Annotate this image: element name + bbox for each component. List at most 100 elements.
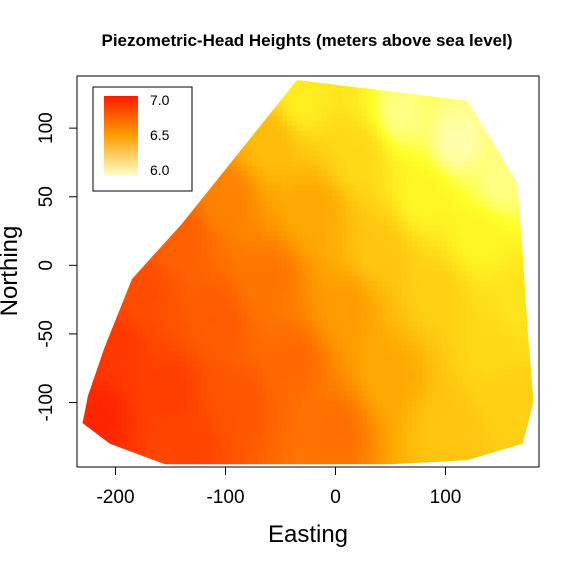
heatmap-cell xyxy=(362,106,368,112)
heatmap-cell xyxy=(427,176,433,182)
heatmap-cell xyxy=(252,171,258,177)
heatmap-cell xyxy=(362,216,368,222)
heatmap-cell xyxy=(502,80,508,82)
heatmap-cell xyxy=(217,261,223,267)
heatmap-cell xyxy=(322,331,328,337)
heatmap-cell xyxy=(507,151,513,157)
heatmap-cell xyxy=(322,111,328,117)
heatmap-cell xyxy=(257,151,263,157)
heatmap-cell xyxy=(282,256,288,262)
heatmap-cell xyxy=(477,246,483,252)
heatmap-cell xyxy=(172,206,178,212)
heatmap-cell xyxy=(512,331,518,337)
heatmap-cell xyxy=(197,316,203,322)
heatmap-cell xyxy=(327,296,333,302)
heatmap-cell xyxy=(412,311,418,317)
heatmap-cell xyxy=(167,341,173,347)
heatmap-cell xyxy=(142,316,148,322)
heatmap-cell xyxy=(217,86,223,92)
heatmap-cell xyxy=(202,136,208,142)
heatmap-cell xyxy=(267,221,273,227)
heatmap-cell xyxy=(362,311,368,317)
heatmap-cell xyxy=(457,266,463,272)
heatmap-cell xyxy=(112,321,118,327)
heatmap-cell xyxy=(472,291,478,297)
heatmap-cell xyxy=(292,131,298,137)
heatmap-cell xyxy=(192,86,198,92)
heatmap-cell xyxy=(172,296,178,302)
heatmap-cell xyxy=(377,121,383,127)
heatmap-cell xyxy=(167,261,173,267)
heatmap-cell xyxy=(192,256,198,262)
heatmap-cell xyxy=(437,191,443,197)
heatmap-cell xyxy=(462,266,468,272)
heatmap-cell xyxy=(492,251,498,257)
heatmap-cell xyxy=(427,106,433,112)
heatmap-cell xyxy=(252,80,258,82)
heatmap-cell xyxy=(452,96,458,102)
heatmap-cell xyxy=(187,321,193,327)
heatmap-cell xyxy=(337,341,343,347)
heatmap-cell xyxy=(532,226,534,232)
heatmap-cell xyxy=(277,211,283,217)
heatmap-cell xyxy=(472,81,478,87)
heatmap-cell xyxy=(367,281,373,287)
heatmap-cell xyxy=(307,266,313,272)
heatmap-cell xyxy=(227,86,233,92)
heatmap-cell xyxy=(417,311,423,317)
heatmap-cell xyxy=(132,321,138,327)
heatmap-cell xyxy=(537,181,543,187)
heatmap-cell xyxy=(472,251,478,257)
heatmap-cell xyxy=(522,171,528,177)
heatmap-cell xyxy=(492,241,498,247)
heatmap-cell xyxy=(367,341,373,347)
heatmap-cell xyxy=(472,106,478,112)
heatmap-cell xyxy=(117,246,123,252)
heatmap-cell xyxy=(82,136,83,142)
heatmap-cell xyxy=(147,226,153,232)
heatmap-cell xyxy=(477,131,483,137)
heatmap-cell xyxy=(362,171,368,177)
heatmap-cell xyxy=(497,236,503,242)
heatmap-cell xyxy=(377,241,383,247)
heatmap-cell xyxy=(177,291,183,297)
heatmap-cell xyxy=(282,176,288,182)
heatmap-cell xyxy=(162,206,168,212)
heatmap-cell xyxy=(257,336,263,342)
heatmap-cell xyxy=(342,301,348,307)
heatmap-cell xyxy=(322,261,328,267)
heatmap-cell xyxy=(467,176,473,182)
heatmap-cell xyxy=(202,246,208,252)
heatmap-cell xyxy=(162,286,168,292)
heatmap-cell xyxy=(207,171,213,177)
heatmap-cell xyxy=(447,311,453,317)
heatmap-cell xyxy=(282,281,288,287)
heatmap-cell xyxy=(377,131,383,137)
heatmap-cell xyxy=(412,306,418,312)
heatmap-cell xyxy=(82,156,88,162)
heatmap-cell xyxy=(382,226,388,232)
heatmap-cell xyxy=(437,80,443,82)
heatmap-cell xyxy=(487,291,493,297)
heatmap-cell xyxy=(267,206,273,212)
heatmap-cell xyxy=(367,86,373,92)
heatmap-cell xyxy=(492,211,498,217)
heatmap-cell xyxy=(227,236,233,242)
heatmap-cell xyxy=(137,266,143,272)
heatmap-cell xyxy=(432,311,438,317)
heatmap-cell xyxy=(277,136,283,142)
heatmap-cell xyxy=(497,231,503,237)
heatmap-cell xyxy=(362,191,368,197)
heatmap-cell xyxy=(97,216,103,222)
heatmap-cell xyxy=(257,316,263,322)
heatmap-cell xyxy=(197,126,203,132)
heatmap-cell xyxy=(217,191,223,197)
heatmap-cell xyxy=(232,266,238,272)
heatmap-cell xyxy=(292,336,298,342)
heatmap-cell xyxy=(257,196,263,202)
heatmap-cell xyxy=(402,266,408,272)
heatmap-cell xyxy=(232,276,238,282)
heatmap-cell xyxy=(212,121,218,127)
heatmap-cell xyxy=(407,151,413,157)
heatmap-cell xyxy=(307,301,313,307)
